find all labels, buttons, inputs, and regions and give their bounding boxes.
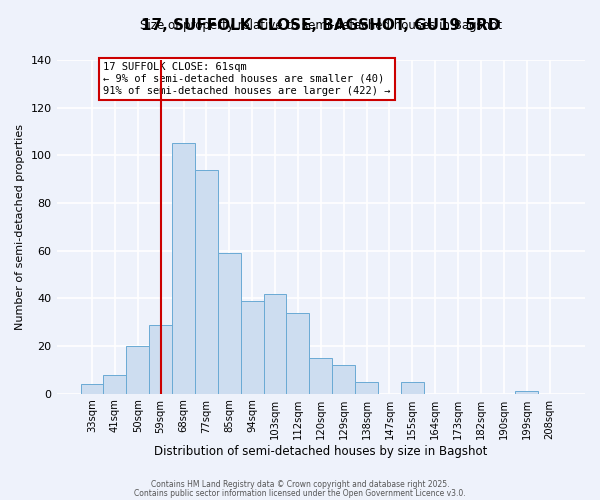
Bar [401, 382, 424, 394]
Text: Contains HM Land Registry data © Crown copyright and database right 2025.: Contains HM Land Registry data © Crown c… [151, 480, 449, 489]
Y-axis label: Number of semi-detached properties: Number of semi-detached properties [15, 124, 25, 330]
Bar [355, 382, 378, 394]
Bar [80, 384, 103, 394]
Bar [195, 170, 218, 394]
Bar [149, 324, 172, 394]
Bar [218, 253, 241, 394]
Text: 17 SUFFOLK CLOSE: 61sqm
← 9% of semi-detached houses are smaller (40)
91% of sem: 17 SUFFOLK CLOSE: 61sqm ← 9% of semi-det… [103, 62, 391, 96]
Bar [332, 365, 355, 394]
Text: 17, SUFFOLK CLOSE, BAGSHOT, GU19 5RD: 17, SUFFOLK CLOSE, BAGSHOT, GU19 5RD [141, 18, 500, 34]
Bar [172, 144, 195, 394]
Bar [241, 300, 263, 394]
Bar [286, 312, 310, 394]
Text: Contains public sector information licensed under the Open Government Licence v3: Contains public sector information licen… [134, 489, 466, 498]
Bar [103, 374, 127, 394]
X-axis label: Distribution of semi-detached houses by size in Bagshot: Distribution of semi-detached houses by … [154, 444, 487, 458]
Bar [515, 392, 538, 394]
Bar [310, 358, 332, 394]
Title: Size of property relative to semi-detached houses in Bagshot: Size of property relative to semi-detach… [140, 20, 502, 32]
Bar [263, 294, 286, 394]
Bar [127, 346, 149, 394]
